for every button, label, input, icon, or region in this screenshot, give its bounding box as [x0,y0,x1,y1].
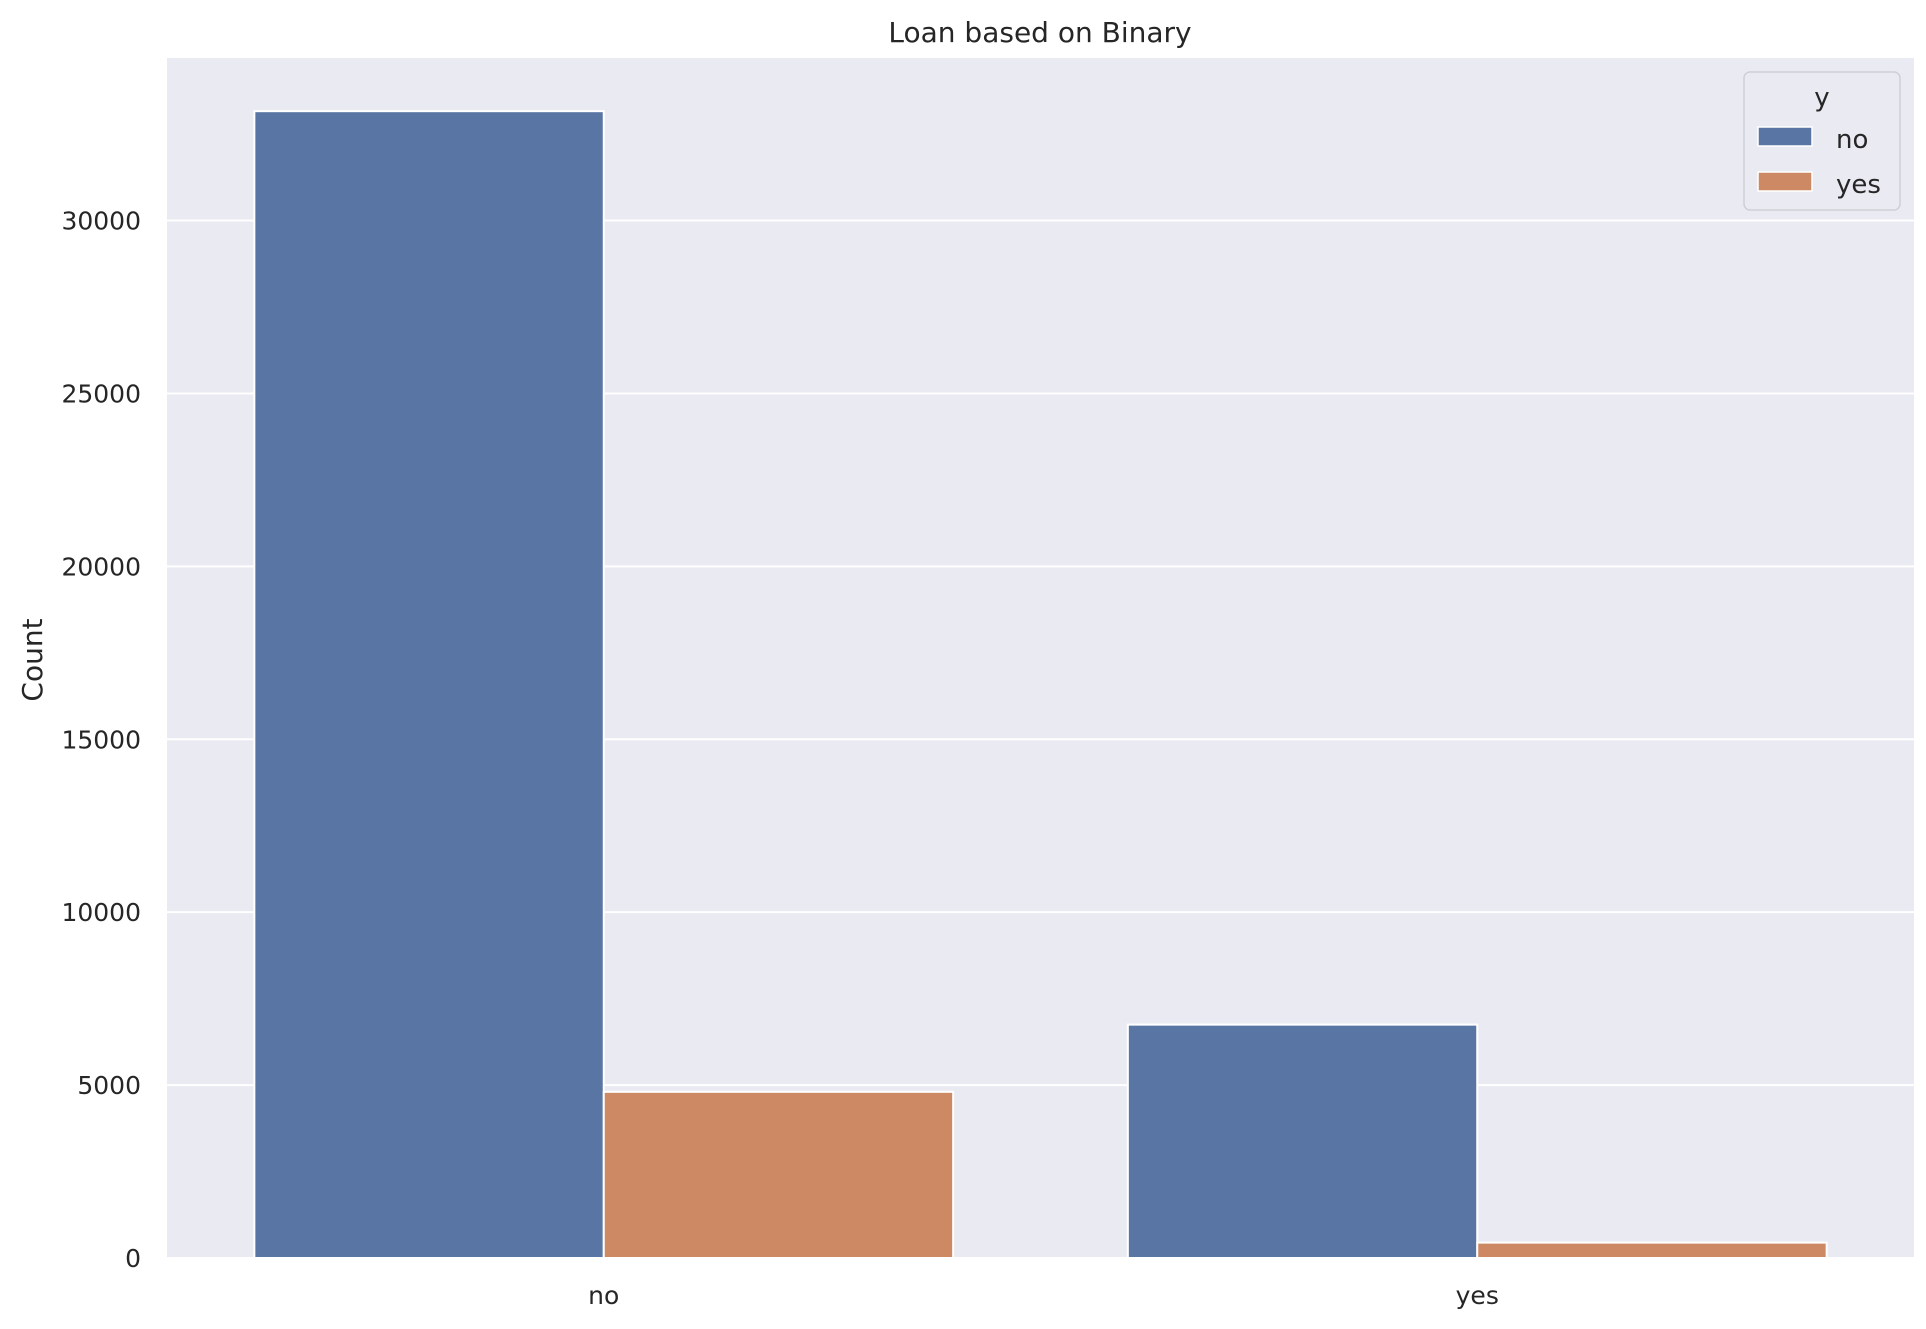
legend-swatch-yes [1757,171,1813,192]
y-tick-label: 25000 [61,379,141,408]
y-tick-label: 5000 [77,1071,141,1100]
y-tick-label: 20000 [61,552,141,581]
bar-no-yes [602,1090,955,1260]
bar-yes-yes [1476,1241,1828,1260]
legend: y no yes [1743,71,1901,211]
y-tick-label: 0 [125,1244,141,1273]
y-tick-label: 30000 [61,207,141,236]
bars [253,110,1828,1260]
legend-title: y [1814,83,1829,113]
x-tick-label: yes [1456,1281,1499,1310]
legend-label-yes: yes [1836,170,1881,200]
legend-label-no: no [1836,125,1868,155]
y-tick-label: 15000 [61,725,141,754]
y-tick-labels: 0 5000 10000 15000 20000 25000 30000 [61,207,141,1273]
x-tick-label: no [588,1281,619,1310]
y-axis-label: Count [16,618,49,701]
bar-no-no [253,110,605,1259]
chart-title: Loan based on Binary [888,16,1191,49]
y-tick-label: 10000 [61,898,141,927]
legend-swatch-no [1757,126,1813,147]
x-tick-labels: no yes [588,1281,1499,1310]
bar-yes-no [1126,1023,1479,1259]
